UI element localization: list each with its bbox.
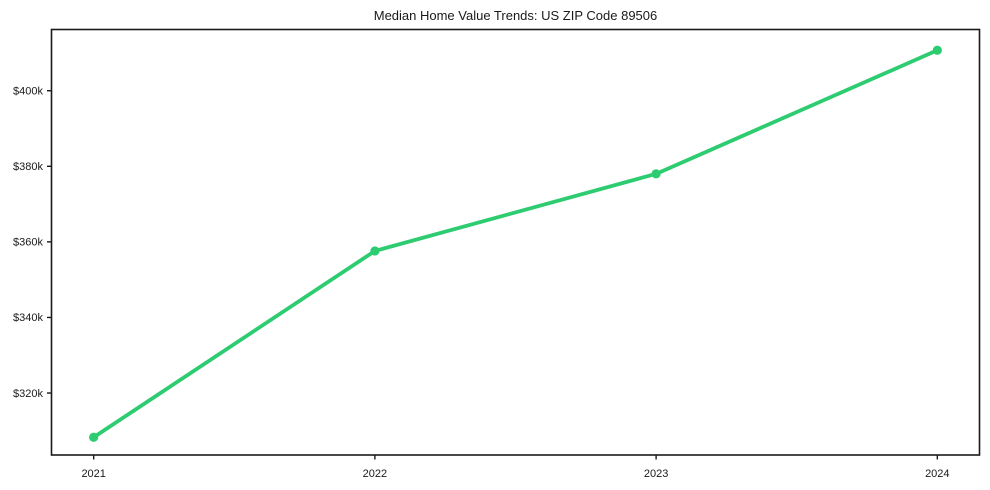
chart-title: Median Home Value Trends: US ZIP Code 89…: [374, 8, 658, 23]
trend-line: [91, 48, 940, 440]
y-tick-label: $400k: [13, 86, 43, 98]
x-tick-label: 2022: [363, 468, 387, 480]
data-point-marker: [89, 432, 99, 442]
y-tick-label: $320k: [13, 388, 43, 400]
y-axis: $320k $340k $360k $380k $400k: [13, 86, 52, 400]
y-tick-label: $340k: [13, 312, 43, 324]
x-tick-label: 2024: [925, 468, 949, 480]
data-point-marker: [932, 45, 942, 55]
y-tick-label: $380k: [13, 161, 43, 173]
series-layer: [89, 45, 942, 442]
x-tick-label: 2021: [81, 468, 105, 480]
x-axis: 2021 2022 2023 2024: [81, 455, 950, 480]
data-point-marker: [370, 246, 380, 256]
data-point-marker: [651, 169, 661, 179]
plot-area: $320k$340k$360k$380k$400k 2021 2022 2023 20…: [13, 28, 981, 480]
x-tick-label: 2023: [644, 468, 668, 480]
y-tick-label: $360k: [13, 237, 43, 249]
